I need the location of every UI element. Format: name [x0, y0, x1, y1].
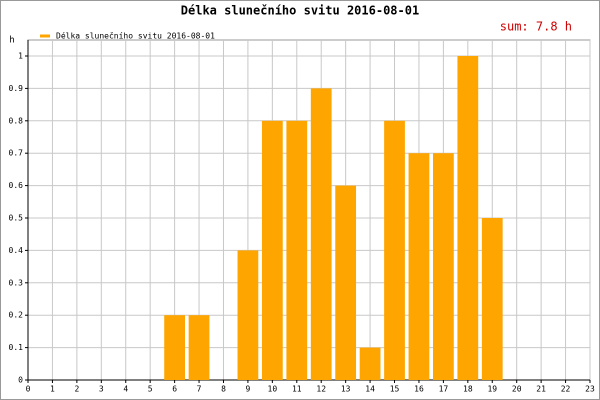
- bar: [359, 347, 381, 380]
- x-tick-label: 17: [439, 385, 449, 394]
- plot-area: [27, 39, 591, 381]
- x-tick-label: 21: [536, 385, 546, 394]
- bar: [481, 218, 503, 380]
- x-tick-label: 1: [50, 385, 55, 394]
- y-tick-label: 0.9: [9, 84, 24, 93]
- x-tick-label: 11: [292, 385, 302, 394]
- y-tick-label: 0.1: [9, 343, 24, 352]
- y-tick-label: 0.2: [9, 311, 24, 320]
- x-tick-label: 2: [74, 385, 79, 394]
- bar: [457, 56, 479, 380]
- x-tick-label: 4: [123, 385, 128, 394]
- legend-label: Délka slunečního svitu 2016-08-01: [56, 31, 215, 41]
- sum-annotation: sum: 7.8 h: [500, 20, 572, 34]
- bar: [310, 88, 332, 381]
- bar: [237, 250, 259, 380]
- bar: [164, 315, 185, 380]
- x-tick-label: 23: [585, 385, 595, 394]
- bar: [335, 185, 357, 380]
- y-tick-label: 0.3: [9, 278, 24, 287]
- y-tick-label: 0.6: [9, 181, 24, 190]
- x-tick-label: 12: [316, 385, 326, 394]
- y-tick-label: 0.5: [9, 214, 24, 223]
- bar: [384, 120, 405, 381]
- x-tick-label: 22: [561, 385, 571, 394]
- x-tick-label: 0: [26, 385, 31, 394]
- y-tick-label: 1: [18, 52, 23, 61]
- x-tick-label: 18: [463, 385, 473, 394]
- bar: [286, 120, 308, 381]
- bar: [261, 120, 283, 381]
- y-tick-label: 0.8: [9, 116, 24, 125]
- y-axis-label: h: [9, 36, 14, 46]
- y-tick-label: 0: [18, 376, 23, 385]
- x-tick-label: 8: [221, 385, 226, 394]
- y-tick-label: 0.7: [9, 149, 24, 158]
- x-tick-label: 14: [365, 385, 375, 394]
- chart-title: Délka slunečního svitu 2016-08-01: [181, 4, 419, 18]
- x-tick-label: 5: [148, 385, 153, 394]
- x-tick-label: 13: [341, 385, 351, 394]
- bar: [188, 315, 210, 380]
- y-tick-label: 0.4: [9, 246, 24, 255]
- bar: [408, 153, 430, 380]
- x-tick-label: 7: [197, 385, 202, 394]
- x-tick-label: 16: [414, 385, 424, 394]
- x-tick-label: 9: [245, 385, 250, 394]
- x-tick-label: 3: [99, 385, 104, 394]
- x-tick-label: 20: [512, 385, 522, 394]
- bar: [433, 153, 454, 380]
- x-tick-label: 15: [390, 385, 400, 394]
- x-tick-label: 6: [172, 385, 177, 394]
- x-tick-label: 10: [268, 385, 278, 394]
- x-tick-label: 19: [487, 385, 497, 394]
